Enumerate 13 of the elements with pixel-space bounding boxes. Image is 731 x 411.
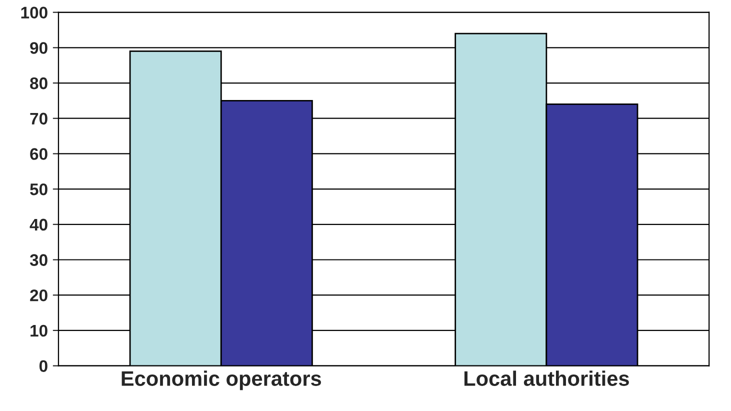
y-tick-label: 70 (30, 112, 48, 125)
y-tick-label: 80 (30, 77, 48, 90)
y-tick-label: 0 (39, 360, 48, 372)
y-tick-label: 30 (30, 254, 48, 266)
y-tick-label: 20 (30, 290, 48, 302)
x-tick-label: Economic operators (122, 370, 321, 390)
x-tick-label: Local authorities (464, 370, 629, 386)
y-tick-label: 90 (30, 42, 48, 54)
y-tick-label: 40 (30, 218, 48, 231)
y-tick-label: 100 (21, 6, 48, 19)
y-tick-label: 60 (30, 148, 48, 160)
y-tick-label: 50 (30, 183, 48, 196)
y-tick-label: 10 (30, 324, 48, 337)
